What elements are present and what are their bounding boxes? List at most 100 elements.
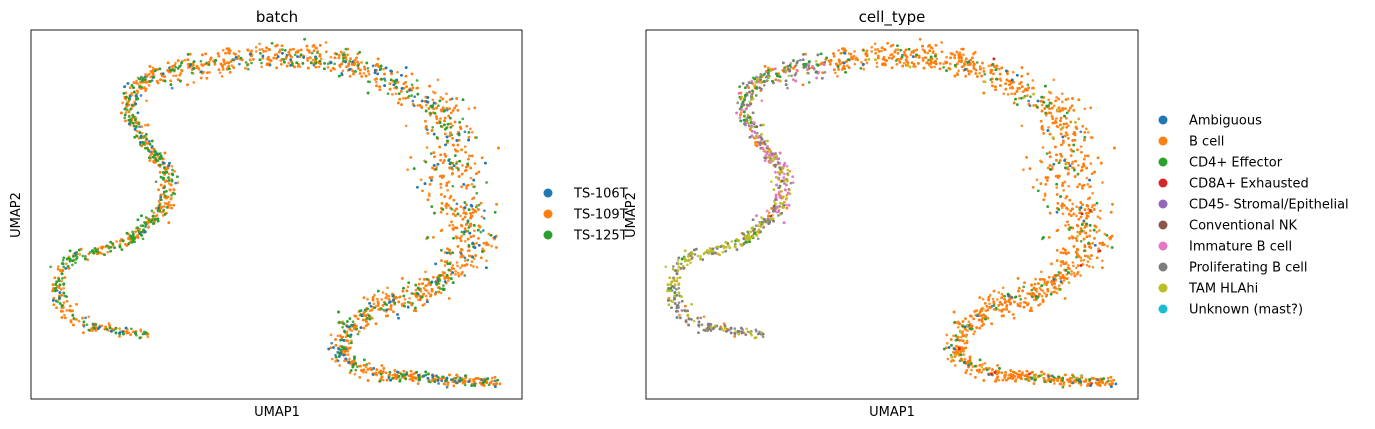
data-point [1091,191,1095,195]
data-point [469,176,473,180]
data-point [205,76,209,80]
data-point [405,85,408,88]
data-point [983,362,987,365]
data-point [308,56,312,60]
data-point [945,55,948,59]
data-point [221,68,225,71]
data-point [456,109,460,112]
data-point [237,50,241,53]
data-point [337,74,341,78]
data-point [942,62,946,66]
data-point [343,359,346,363]
data-point [951,358,954,362]
data-point [278,50,281,54]
data-point [373,306,376,310]
data-point [407,94,411,98]
data-point [467,107,471,111]
data-point [51,289,54,293]
data-point [457,133,461,137]
data-point [370,308,374,312]
data-point [435,283,438,286]
data-point [121,239,125,243]
data-point [428,176,432,179]
data-point [127,118,131,122]
data-point [254,50,258,53]
data-point [52,287,55,290]
data-point [141,140,145,144]
data-point [281,51,284,55]
data-point [118,335,121,338]
data-point [319,62,322,66]
data-point [416,104,420,107]
data-point [440,259,443,262]
data-point [153,217,157,221]
data-point [96,327,100,331]
data-point [125,108,129,112]
data-point [71,259,75,263]
data-point [362,71,366,75]
data-point [460,148,463,152]
data-point [969,372,972,376]
data-point [350,339,353,343]
data-point [453,379,457,383]
data-point [362,368,366,372]
data-point [424,370,428,374]
data-point [450,166,454,169]
data-point [926,51,930,55]
data-point [378,68,382,72]
data-point [68,259,72,263]
data-point [163,213,167,216]
data-point [467,208,471,211]
data-point [139,94,143,97]
data-point [363,308,367,312]
data-point [330,357,334,361]
data-point [397,101,400,105]
data-point [348,68,351,71]
data-point [217,68,221,72]
data-point [449,277,453,280]
data-point [412,167,416,170]
data-point [421,303,425,307]
data-point [411,86,415,90]
data-point [914,65,917,68]
data-point [454,376,458,380]
data-point [445,206,448,210]
data-point [365,363,369,366]
data-point [493,210,497,214]
data-point [340,73,344,77]
data-point [678,313,681,317]
data-point [293,65,296,69]
data-point [486,377,489,381]
data-point [62,291,66,295]
data-point [166,202,169,206]
data-point [443,116,447,120]
data-point [306,66,310,70]
data-point [424,373,428,377]
data-point [444,204,448,208]
data-point [481,381,485,385]
data-point [452,212,455,216]
data-point [149,220,153,224]
data-point [279,62,283,66]
data-point [468,154,471,158]
data-point [58,291,62,294]
data-point [453,148,457,152]
data-point [366,297,369,301]
data-point [387,301,391,304]
data-point [396,70,399,74]
data-point [176,175,179,179]
data-point [962,53,965,57]
data-point [118,242,122,246]
data-point [486,243,490,247]
data-point [354,70,357,73]
data-point [59,288,63,291]
data-point [447,276,451,280]
data-point [426,132,430,135]
data-point [945,341,949,345]
data-point [58,283,62,287]
data-point [118,327,121,330]
data-point [166,69,169,72]
data-point [447,268,451,272]
data-point [246,63,249,67]
